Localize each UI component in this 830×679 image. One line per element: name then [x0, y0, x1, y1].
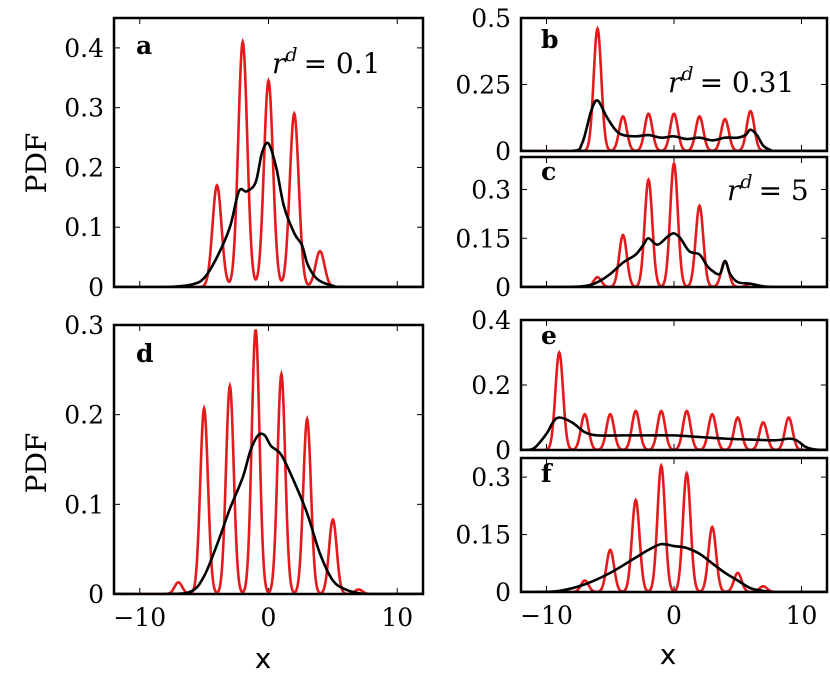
- panel-annotation: rd = 5: [727, 171, 809, 207]
- x-axis-label-left: x: [255, 642, 272, 675]
- y-tick-label: 0.3: [64, 94, 104, 123]
- panel-label: a: [136, 31, 152, 60]
- y-tick-label: 0.4: [64, 34, 104, 63]
- annotation-superscript: d: [681, 63, 693, 85]
- panel-label: f: [541, 459, 554, 488]
- panel-label: e: [541, 321, 557, 350]
- x-tick-label: 0: [666, 601, 682, 630]
- annotation-value: = 5: [759, 174, 809, 207]
- panel-annotation: rd = 0.1: [272, 44, 380, 80]
- y-tick-label: 0.2: [471, 371, 511, 400]
- series-black-line: [521, 542, 827, 592]
- series-red-line: [521, 160, 827, 287]
- panel-label: d: [136, 339, 153, 368]
- y-tick-label: 0.3: [471, 463, 511, 492]
- series-red-line: [521, 462, 827, 592]
- series-red-line: [114, 329, 423, 594]
- annotation-superscript: d: [285, 44, 297, 66]
- series-red-line: [521, 25, 827, 151]
- y-tick-label: 0.3: [471, 176, 511, 205]
- y-tick-label: 0: [495, 578, 511, 607]
- series-black-line: [114, 432, 423, 594]
- series-black-line: [114, 141, 423, 287]
- y-tick-label: 0: [495, 273, 511, 302]
- panel-a: 0 0.1 0.2 0.3 0.4 a rd = 0.1: [64, 16, 425, 302]
- y-tick-label: 0: [88, 273, 104, 302]
- y-tick-label: 0.1: [64, 213, 104, 242]
- y-axis-label-top: PDF: [20, 133, 53, 194]
- panel-frame: [112, 323, 425, 596]
- y-tick-label: 0: [495, 436, 511, 465]
- annotation-variable: r: [727, 174, 742, 207]
- x-tick-label: 10: [786, 601, 818, 630]
- y-axis-label-bottom: PDF: [20, 433, 53, 494]
- x-tick-label: −10: [113, 603, 166, 632]
- panel-e: 0 0.2 0.4 e: [471, 306, 829, 465]
- panel-frame: [112, 16, 425, 289]
- panel-b: 0 0.25 0.5 b rd = 0.31: [455, 4, 829, 166]
- panel-label: c: [541, 157, 556, 186]
- panel-frame: [519, 155, 829, 289]
- series-black-line: [521, 416, 827, 450]
- y-tick-label: 0.2: [64, 153, 104, 182]
- y-tick-label: 0: [495, 137, 511, 166]
- y-tick-label: 0.3: [64, 311, 104, 340]
- y-tick-label: 0.15: [455, 224, 511, 253]
- y-tick-label: 0.1: [64, 490, 104, 519]
- x-tick-label: −10: [520, 601, 573, 630]
- y-tick-label: 0.15: [455, 521, 511, 550]
- y-tick-label: 0.2: [64, 401, 104, 430]
- panel-frame: [519, 318, 829, 452]
- x-axis-label-right: x: [660, 638, 677, 671]
- panel-f: −10 0 10 0 0.15 0.3 f: [455, 456, 829, 630]
- series-red-line: [114, 37, 423, 287]
- y-tick-label: 0: [88, 580, 104, 609]
- panel-annotation: rd = 0.31: [668, 63, 794, 99]
- series-black-line: [521, 99, 827, 151]
- annotation-superscript: d: [740, 171, 752, 193]
- panel-d: −10 0 10 0 0.1 0.2 0.3 d: [64, 311, 425, 632]
- series-black-line: [521, 232, 827, 287]
- annotation-value: = 0.31: [700, 66, 795, 99]
- y-tick-label: 0.4: [471, 306, 511, 335]
- annotation-value: = 0.1: [304, 47, 381, 80]
- panel-frame: [519, 16, 829, 153]
- y-tick-label: 0.25: [455, 71, 511, 100]
- annotation-variable: r: [668, 66, 683, 99]
- x-tick-label: 10: [381, 603, 413, 632]
- x-tick-label: 0: [261, 603, 277, 632]
- panel-c: 0 0.15 0.3 c rd = 5: [455, 155, 829, 302]
- y-tick-label: 0.5: [471, 4, 511, 33]
- panel-label: b: [541, 25, 558, 54]
- panel-frame: [519, 456, 829, 594]
- annotation-variable: r: [272, 47, 287, 80]
